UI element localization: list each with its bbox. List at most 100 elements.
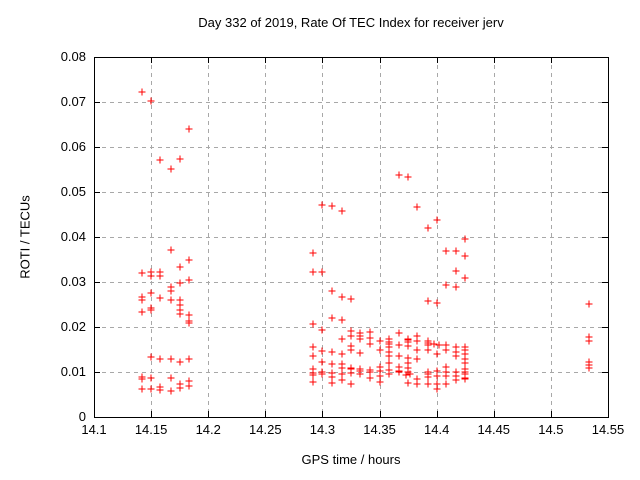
data-point xyxy=(442,380,450,388)
data-point xyxy=(147,353,155,361)
data-point xyxy=(309,343,317,351)
data-point xyxy=(138,385,146,393)
data-point xyxy=(585,300,593,308)
y-tick-label: 0.06 xyxy=(61,139,86,154)
data-point xyxy=(167,387,175,395)
data-point xyxy=(138,375,146,383)
y-axis-label: ROTI / TECUs xyxy=(17,195,33,279)
data-point xyxy=(176,279,184,287)
data-point xyxy=(156,294,164,302)
x-tick-label: 14.15 xyxy=(135,422,168,437)
data-point xyxy=(452,267,460,275)
x-tick-label: 14.3 xyxy=(310,422,335,437)
data-point xyxy=(442,372,450,380)
x-axis-label: GPS time / hours xyxy=(301,452,401,467)
data-point xyxy=(309,378,317,386)
data-point xyxy=(347,332,355,340)
x-tick-label: 14.55 xyxy=(592,422,625,437)
data-point xyxy=(435,341,443,349)
plot-border xyxy=(94,57,609,418)
data-point xyxy=(404,379,412,387)
data-point xyxy=(167,374,175,382)
y-tick-label: 0.04 xyxy=(61,229,86,244)
x-tick-label: 14.2 xyxy=(196,422,221,437)
y-tick-label: 0.07 xyxy=(61,94,86,109)
data-point xyxy=(338,335,346,343)
data-point xyxy=(366,374,374,382)
data-point xyxy=(406,370,414,378)
x-tick-label: 14.4 xyxy=(424,422,449,437)
data-point xyxy=(309,371,317,379)
data-point xyxy=(176,155,184,163)
data-point xyxy=(328,314,336,322)
data-point xyxy=(356,370,364,378)
data-point xyxy=(309,320,317,328)
data-point xyxy=(376,346,384,354)
x-tick-label: 14.25 xyxy=(249,422,282,437)
data-point xyxy=(347,295,355,303)
data-point xyxy=(147,374,155,382)
data-point xyxy=(328,360,336,368)
data-point xyxy=(347,380,355,388)
data-point xyxy=(156,272,164,280)
data-point xyxy=(461,252,469,260)
data-point xyxy=(433,350,441,358)
y-tick-label: 0.03 xyxy=(61,274,86,289)
data-point xyxy=(452,283,460,291)
data-point xyxy=(461,274,469,282)
data-point xyxy=(185,276,193,284)
data-point xyxy=(461,375,469,383)
data-point xyxy=(185,382,193,390)
data-point xyxy=(395,341,403,349)
y-tick-label: 0 xyxy=(79,409,86,424)
data-point xyxy=(366,328,374,336)
data-point xyxy=(395,171,403,179)
data-point xyxy=(185,311,193,319)
data-point xyxy=(167,246,175,254)
data-point xyxy=(347,369,355,377)
y-tick-label: 0.01 xyxy=(61,364,86,379)
y-tick-label: 0.05 xyxy=(61,184,86,199)
data-point xyxy=(442,281,450,289)
data-point xyxy=(318,326,326,334)
data-point xyxy=(430,340,438,348)
data-point xyxy=(318,347,326,355)
data-point xyxy=(309,352,317,360)
data-point xyxy=(461,235,469,243)
data-point xyxy=(356,335,364,343)
data-point xyxy=(176,263,184,271)
data-point xyxy=(309,268,317,276)
data-point xyxy=(433,372,441,380)
data-point xyxy=(395,329,403,337)
data-point xyxy=(413,203,421,211)
data-point xyxy=(338,316,346,324)
data-point xyxy=(147,97,155,105)
data-point xyxy=(318,358,326,366)
data-point xyxy=(452,376,460,384)
data-point xyxy=(402,371,410,379)
data-point xyxy=(404,342,412,350)
data-point xyxy=(328,287,336,295)
data-point xyxy=(376,372,384,380)
data-point xyxy=(338,207,346,215)
data-point xyxy=(156,355,164,363)
data-point xyxy=(385,352,393,360)
data-point xyxy=(318,268,326,276)
data-point xyxy=(442,247,450,255)
data-point xyxy=(376,378,384,386)
data-point xyxy=(413,380,421,388)
data-point xyxy=(413,355,421,363)
data-point xyxy=(338,370,346,378)
data-point xyxy=(404,173,412,181)
data-point xyxy=(424,373,432,381)
data-point xyxy=(385,370,393,378)
x-tick-label: 14.35 xyxy=(363,422,396,437)
data-point xyxy=(413,346,421,354)
data-point xyxy=(356,349,364,357)
chart-title: Day 332 of 2019, Rate Of TEC Index for r… xyxy=(198,15,504,30)
data-point xyxy=(452,352,460,360)
data-point xyxy=(138,308,146,316)
data-point xyxy=(167,165,175,173)
